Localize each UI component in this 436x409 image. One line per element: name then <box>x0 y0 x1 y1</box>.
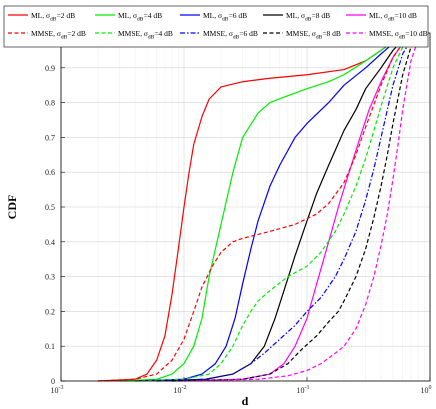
legend-box <box>3 5 429 48</box>
axis-ticks: 10-3 10-2 10-1 100 0 0.1 0.2 0.3 0.4 0.5 0.6 0.7 0.8… <box>45 29 432 395</box>
x-tick-label: 100 <box>421 385 432 395</box>
series-line-10 <box>183 32 422 382</box>
legend-label: ML, σdB=10 dB <box>369 11 417 23</box>
series-line-7 <box>135 32 419 382</box>
legend-label: ML, σdB=2 dB <box>31 11 75 23</box>
series-line-3 <box>135 32 412 382</box>
y-tick-label: 0 <box>51 377 55 386</box>
legend-label: ML, σdB=4 dB <box>118 11 162 23</box>
y-tick-label: 0.3 <box>45 273 55 282</box>
legend-label: MMSE, σdB=10 dB <box>369 29 428 41</box>
y-tick-label: 0.8 <box>45 99 55 108</box>
y-tick-label: 0.5 <box>45 203 55 212</box>
series-line-9 <box>172 32 419 382</box>
legend-label: ML, σdB=6 dB <box>203 11 247 23</box>
y-tick-label: 0.2 <box>45 307 55 316</box>
y-tick-label: 0.1 <box>45 342 55 351</box>
x-tick-label: 10-2 <box>174 385 187 395</box>
legend-label: MMSE, σdB=2 dB <box>31 29 86 41</box>
y-tick-label: 0.6 <box>45 168 55 177</box>
x-axis-label: d <box>242 394 249 408</box>
legend: ML, σdB=2 dB ML, σdB=4 dB ML, σdB=6 dB ML, … <box>3 5 429 48</box>
x-tick-label: 10-1 <box>297 385 310 395</box>
legend-label: ML, σdB=8 dB <box>286 11 330 23</box>
series-line-5 <box>172 32 419 382</box>
series-line-8 <box>156 32 419 382</box>
x-tick-label: 10-3 <box>51 385 64 395</box>
legend-label: MMSE, σdB=6 dB <box>203 29 258 41</box>
y-tick-label: 0.4 <box>45 238 55 247</box>
series-lines <box>98 32 422 382</box>
legend-label: MMSE, σdB=4 dB <box>118 29 173 41</box>
series-line-2 <box>119 32 412 382</box>
y-tick-label: 0.9 <box>45 64 55 73</box>
y-axis-label: CDF <box>5 195 19 220</box>
y-tick-label: 0.7 <box>45 133 55 142</box>
legend-label: MMSE, σdB=8 dB <box>286 29 341 41</box>
